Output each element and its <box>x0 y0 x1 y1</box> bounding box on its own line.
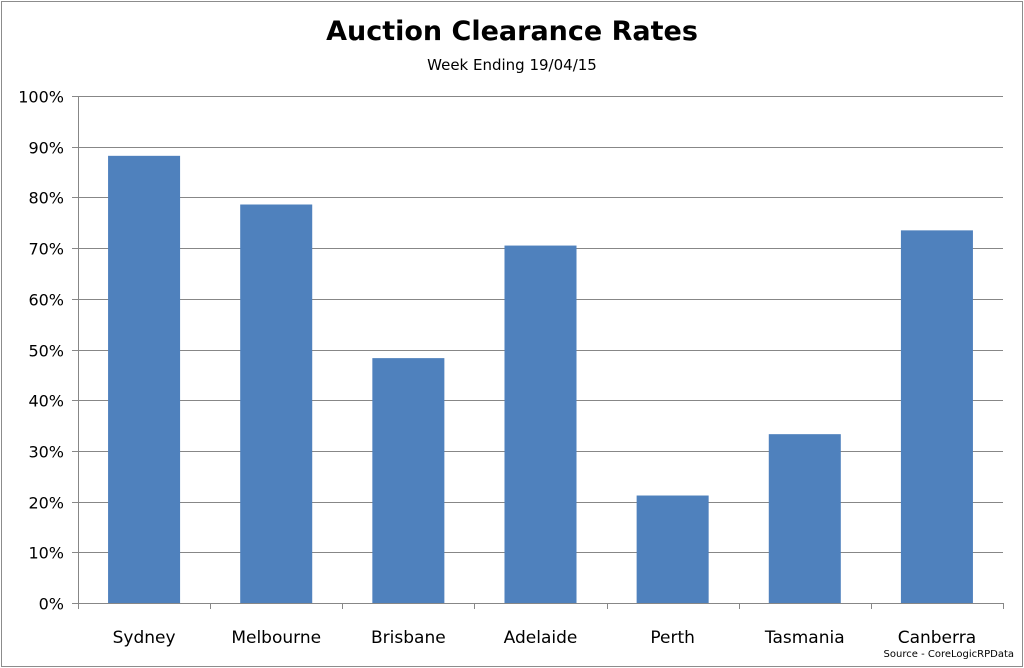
x-category-label: Perth <box>650 628 695 648</box>
chart-subtitle: Week Ending 19/04/15 <box>427 56 597 74</box>
bar <box>240 204 313 604</box>
y-tick-label: 20% <box>28 494 64 513</box>
y-tick-label: 50% <box>28 342 64 361</box>
bar <box>768 434 841 603</box>
x-category-label: Brisbane <box>371 628 446 648</box>
x-category-label: Sydney <box>113 628 176 648</box>
x-category-label: Tasmania <box>764 628 845 648</box>
bar <box>636 495 709 603</box>
bar <box>108 155 181 604</box>
chart-title: Auction Clearance Rates <box>326 16 698 47</box>
y-tick-label: 40% <box>28 392 64 411</box>
source-note: Source - CoreLogicRPData <box>883 649 1014 660</box>
x-category-label: Adelaide <box>504 628 578 648</box>
y-tick-label: 80% <box>28 189 64 208</box>
y-tick-label: 100% <box>18 88 64 107</box>
y-tick-label: 90% <box>28 139 64 158</box>
x-category-label: Canberra <box>898 628 976 648</box>
bar <box>372 358 445 603</box>
x-category-label: Melbourne <box>231 628 321 648</box>
y-tick-label: 60% <box>28 291 64 310</box>
bar <box>900 230 973 604</box>
y-tick-label: 10% <box>28 544 64 563</box>
y-tick-label: 30% <box>28 443 64 462</box>
y-tick-label: 0% <box>39 595 64 614</box>
y-tick-label: 70% <box>28 240 64 259</box>
bar <box>504 245 577 603</box>
